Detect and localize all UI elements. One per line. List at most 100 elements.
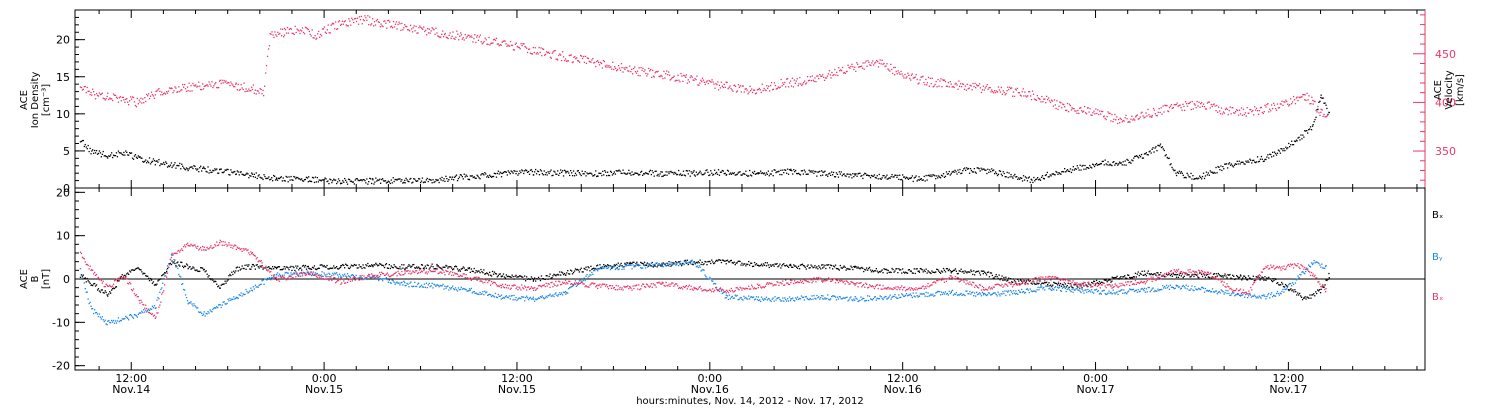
velocity-point bbox=[212, 86, 214, 89]
density-point bbox=[1142, 157, 1145, 159]
velocity-point bbox=[885, 65, 887, 67]
velocity-point bbox=[830, 77, 832, 79]
velocity-point bbox=[227, 81, 229, 84]
velocity-point bbox=[367, 15, 369, 17]
density-point bbox=[1140, 153, 1143, 156]
by-point bbox=[648, 263, 651, 265]
velocity-point bbox=[1161, 113, 1163, 115]
density-point bbox=[470, 175, 472, 177]
bx-point bbox=[606, 265, 608, 267]
bx-point bbox=[679, 263, 682, 265]
bx-point bbox=[1002, 279, 1004, 282]
velocity-point bbox=[943, 79, 946, 81]
bx-point bbox=[352, 265, 354, 267]
bx-point bbox=[1076, 285, 1078, 287]
density-point bbox=[857, 173, 859, 175]
velocity-point bbox=[1012, 95, 1014, 97]
by-point bbox=[88, 302, 90, 305]
velocity-point bbox=[626, 67, 628, 69]
bx-point bbox=[818, 265, 820, 267]
bx-point bbox=[367, 262, 369, 265]
density-point bbox=[643, 173, 646, 175]
velocity-point bbox=[1110, 120, 1112, 122]
bx-point bbox=[1173, 274, 1175, 276]
velocity-point bbox=[171, 87, 173, 90]
velocity-point bbox=[1215, 110, 1217, 112]
by-point bbox=[972, 291, 974, 293]
velocity-point bbox=[754, 93, 757, 95]
density-point bbox=[368, 181, 370, 183]
by-point bbox=[369, 276, 371, 278]
density-point bbox=[828, 173, 830, 175]
velocity-point bbox=[955, 82, 957, 84]
velocity-point bbox=[1320, 111, 1322, 113]
by-point bbox=[573, 283, 576, 285]
velocity-point bbox=[558, 54, 560, 57]
bx-point bbox=[821, 264, 823, 266]
bx-point bbox=[645, 264, 648, 266]
bx-point bbox=[1055, 282, 1057, 284]
bx-point bbox=[192, 266, 194, 268]
bx-point bbox=[322, 265, 324, 268]
density-point bbox=[198, 171, 200, 173]
bx-point bbox=[344, 267, 346, 269]
density-point bbox=[1167, 157, 1169, 160]
velocity-point bbox=[1048, 100, 1051, 102]
velocity-point bbox=[1136, 114, 1138, 116]
velocity-point bbox=[782, 82, 784, 84]
by-point bbox=[859, 299, 861, 302]
density-point bbox=[833, 176, 836, 178]
density-point bbox=[1000, 173, 1002, 175]
bx-point bbox=[157, 280, 159, 282]
velocity-point bbox=[1094, 113, 1096, 115]
velocity-point bbox=[652, 69, 654, 71]
bx-point bbox=[966, 272, 968, 274]
bx-point bbox=[253, 265, 255, 267]
density-point bbox=[570, 170, 572, 172]
velocity-point bbox=[937, 78, 939, 81]
density-point bbox=[978, 168, 980, 170]
bx-point bbox=[278, 266, 281, 268]
density-point bbox=[535, 168, 537, 171]
velocity-point bbox=[811, 75, 813, 77]
velocity-point bbox=[1119, 117, 1121, 119]
bx-point bbox=[715, 259, 718, 261]
density-point bbox=[966, 167, 968, 169]
by-point bbox=[444, 285, 446, 287]
density-point bbox=[431, 182, 433, 184]
bx-point bbox=[260, 266, 262, 268]
bx-point bbox=[1316, 292, 1318, 295]
density-point bbox=[911, 175, 913, 177]
velocity-point bbox=[702, 79, 705, 81]
by-point bbox=[284, 272, 286, 274]
velocity-point bbox=[157, 89, 159, 91]
by-point bbox=[332, 272, 334, 274]
velocity-point bbox=[808, 79, 811, 81]
velocity-point bbox=[1029, 91, 1031, 93]
bx-point bbox=[178, 264, 180, 266]
bx-point bbox=[670, 265, 672, 267]
bx-point bbox=[792, 266, 794, 268]
density-point bbox=[1271, 156, 1273, 158]
density-point bbox=[116, 156, 119, 158]
density-point bbox=[112, 156, 114, 159]
bx-point bbox=[778, 265, 780, 267]
velocity-point bbox=[242, 88, 244, 91]
bx-point bbox=[391, 266, 393, 268]
by-point bbox=[645, 263, 648, 265]
density-point bbox=[907, 178, 910, 180]
density-point bbox=[844, 175, 846, 177]
bx-point bbox=[282, 268, 284, 270]
density-point bbox=[783, 172, 785, 174]
bx-point bbox=[980, 270, 983, 272]
bx-point bbox=[549, 273, 551, 275]
velocity-point bbox=[1189, 101, 1191, 103]
bx-point bbox=[799, 264, 802, 266]
bx-point bbox=[489, 271, 491, 273]
velocity-point bbox=[785, 86, 787, 88]
density-point bbox=[1045, 174, 1047, 176]
by-point bbox=[465, 289, 467, 291]
density-point bbox=[1328, 111, 1330, 114]
velocity-point bbox=[916, 78, 918, 81]
axis-label-line: Ion Density bbox=[30, 72, 41, 129]
